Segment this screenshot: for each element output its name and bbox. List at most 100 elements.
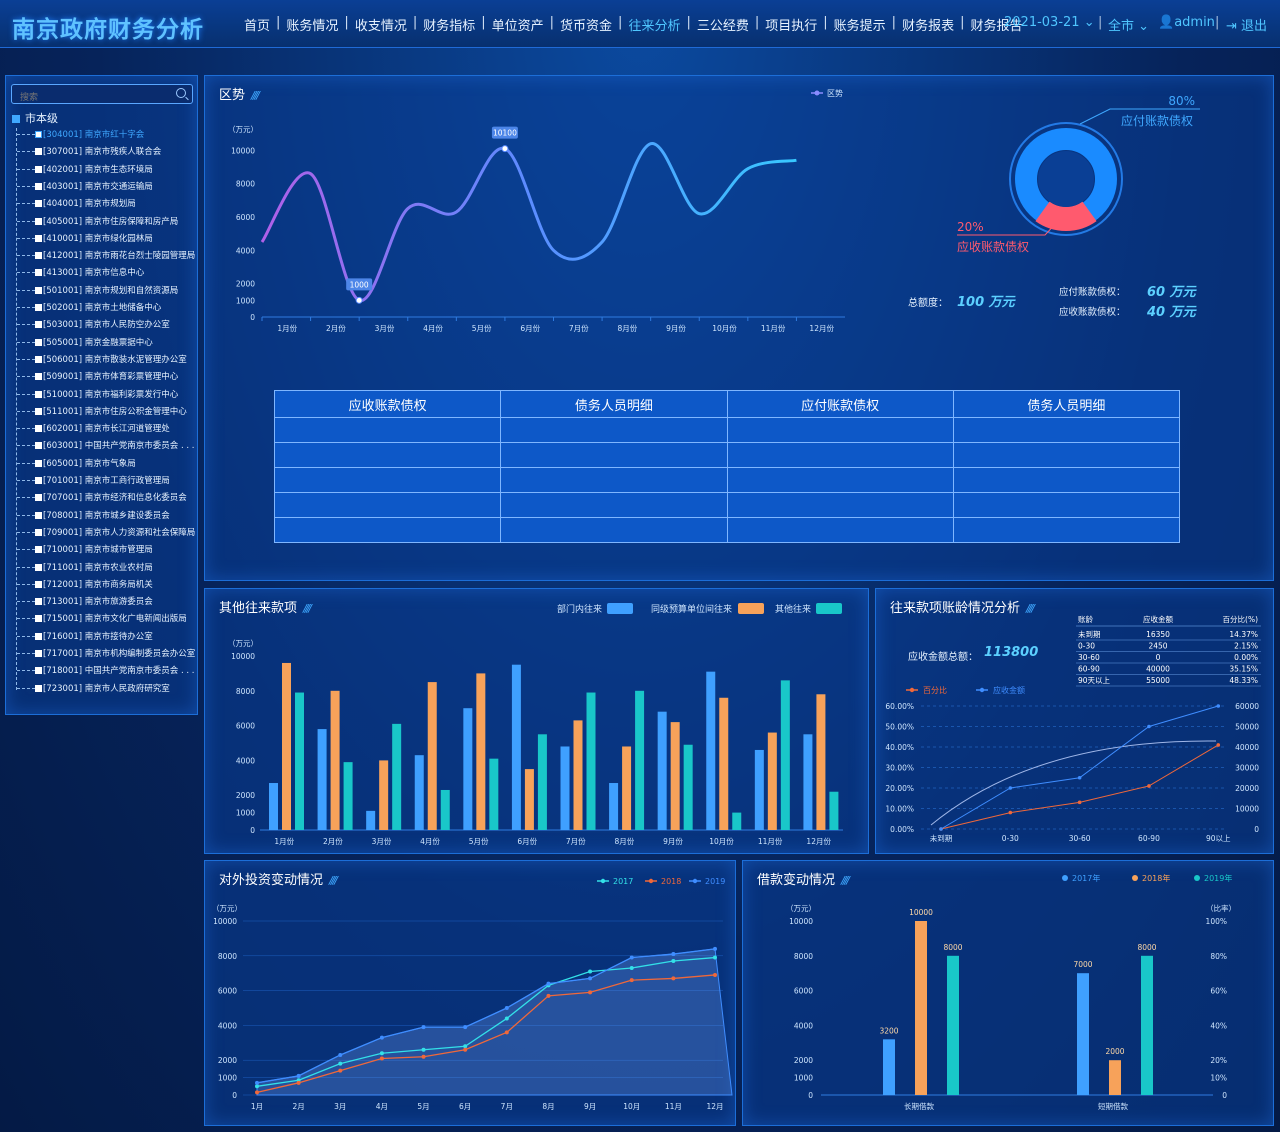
checkbox[interactable]	[35, 684, 42, 692]
checkbox[interactable]	[35, 580, 42, 588]
bar	[609, 783, 619, 830]
tree-item[interactable]: [713001] 南京市旅游委员会	[17, 595, 153, 609]
tree-item-label: [503001] 南京市人民防空办公室	[43, 320, 170, 331]
logout-button[interactable]: ⇥ 退出	[1226, 15, 1267, 34]
tree-item[interactable]: [307001] 南京市残疾人联合会	[17, 145, 161, 159]
table-header-cell: 债务人员明细	[500, 390, 728, 418]
checkbox[interactable]	[35, 355, 42, 363]
tree-item[interactable]: [602001] 南京市长江河道管理处	[17, 422, 170, 436]
tree-item[interactable]: [716001] 南京市接待办公室	[17, 630, 153, 644]
legend-marker	[979, 687, 985, 693]
checkbox[interactable]	[35, 546, 42, 554]
tree-item[interactable]: [402001] 南京市生态环境局	[17, 163, 153, 177]
nav-item[interactable]: 单位资产	[491, 19, 544, 34]
nav-item[interactable]: 首页	[244, 19, 271, 34]
tree-item[interactable]: [405001] 南京市住房保障和房产局	[17, 215, 178, 229]
checkbox[interactable]	[35, 321, 42, 329]
checkbox[interactable]	[35, 615, 42, 623]
tree-item[interactable]: [605001] 南京市气象局	[17, 457, 136, 471]
nav-item[interactable]: 收支情况	[354, 19, 407, 34]
checkbox[interactable]	[35, 148, 42, 156]
data-point	[255, 1080, 259, 1085]
checkbox[interactable]	[35, 563, 42, 571]
checkbox[interactable]	[35, 165, 42, 173]
tree-item[interactable]: [712001] 南京市商务局机关	[17, 578, 153, 592]
tree-item[interactable]: [603001] 中国共产党南京市委员会 . . .	[17, 439, 195, 453]
checkbox[interactable]	[35, 304, 42, 311]
nav-item[interactable]: 财务指标	[423, 19, 476, 34]
tree-item[interactable]: [410001] 南京市绿化园林局	[17, 232, 153, 246]
tree-item[interactable]: [404001] 南京市规划局	[17, 197, 136, 211]
date-selector[interactable]: 2021-03-21 ⌄	[1004, 15, 1095, 30]
tree-item[interactable]: [503001] 南京市人民防空办公室	[17, 318, 170, 332]
checkbox[interactable]	[35, 182, 42, 190]
nav-item[interactable]: 往来分析	[628, 19, 681, 34]
tree-root[interactable]: 市本级	[12, 110, 58, 126]
checkbox[interactable]	[35, 528, 42, 536]
checkbox[interactable]	[35, 252, 42, 260]
tree-item[interactable]: [505001] 南京金融票据中心	[17, 336, 153, 350]
checkbox[interactable]	[35, 632, 42, 640]
checkbox[interactable]	[35, 234, 42, 242]
nav-item[interactable]: 项目执行	[765, 19, 818, 34]
checkbox[interactable]	[35, 459, 42, 467]
x-tick-label: 8月份	[614, 836, 634, 846]
tree-item[interactable]: [707001] 南京市经济和信息化委员会	[17, 491, 187, 505]
checkbox[interactable]	[35, 667, 42, 675]
checkbox[interactable]	[35, 477, 42, 484]
tree-item[interactable]: [711001] 南京市农业农村局	[17, 561, 153, 575]
checkbox[interactable]	[35, 511, 42, 519]
checkbox[interactable]	[35, 442, 42, 450]
checkbox[interactable]	[35, 373, 42, 381]
x-tick-label: 9月份	[666, 323, 686, 333]
tree-item[interactable]: [709001] 南京市人力资源和社会保障局	[17, 526, 195, 540]
checkbox[interactable]	[35, 131, 42, 138]
nav-item[interactable]: 账务情况	[286, 19, 339, 34]
checkbox[interactable]	[35, 407, 42, 415]
tree-item[interactable]: [509001] 南京市体育彩票管理中心	[17, 370, 178, 384]
tree-item[interactable]: [708001] 南京市城乡建设委员会	[17, 509, 170, 523]
checkbox[interactable]	[35, 217, 42, 225]
tree-item[interactable]: [717001] 南京市机构编制委员会办公室	[17, 647, 195, 661]
checkbox[interactable]	[35, 338, 42, 346]
y-tick-label: 1000	[236, 296, 255, 305]
checkbox[interactable]	[35, 286, 42, 294]
bar	[780, 680, 790, 830]
tree-item[interactable]: [710001] 南京市城市管理局	[17, 543, 153, 557]
nav-item[interactable]: 财务报告	[970, 19, 1023, 34]
region-selector[interactable]: 全市 ⌄	[1108, 15, 1149, 34]
nav-item[interactable]: 账务提示	[833, 19, 886, 34]
tree-item[interactable]: [412001] 南京市雨花台烈士陵园管理局	[17, 249, 195, 263]
tree-item[interactable]: [501001] 南京市规划和自然资源局	[17, 284, 178, 298]
tree-item[interactable]: [403001] 南京市交通运输局	[17, 180, 153, 194]
search-icon[interactable]	[176, 88, 186, 98]
tree-item[interactable]: [701001] 南京市工商行政管理局	[17, 474, 170, 488]
nav-item[interactable]: 三公经费	[696, 19, 749, 34]
checkbox[interactable]	[35, 494, 42, 502]
nav-item[interactable]: 财务报表	[902, 19, 955, 34]
tree-item[interactable]: [413001] 南京市信息中心	[17, 266, 144, 280]
tree-item[interactable]: [511001] 南京市住房公积金管理中心	[17, 405, 187, 419]
nav-item[interactable]: 货币资金	[560, 19, 613, 34]
legend-label: 2019年	[1204, 873, 1232, 883]
tree-item[interactable]: [304001] 南京市红十字会	[17, 128, 144, 142]
data-point	[1216, 743, 1221, 747]
collapse-icon[interactable]	[12, 115, 20, 123]
tree-item[interactable]: [510001] 南京市福利彩票发行中心	[17, 388, 178, 402]
checkbox[interactable]	[35, 425, 42, 433]
checkbox[interactable]	[35, 200, 42, 208]
search-input[interactable]	[12, 89, 162, 107]
data-point	[338, 1052, 343, 1057]
tree-item[interactable]: [715001] 南京市文化广电新闻出版局	[17, 612, 187, 626]
user-menu[interactable]: 👤admin	[1158, 15, 1215, 30]
checkbox[interactable]	[35, 598, 42, 606]
checkbox[interactable]	[35, 650, 42, 657]
tree-item[interactable]: [506001] 南京市散装水泥管理办公室	[17, 353, 187, 367]
receivable-payable-donut: 80% 应付账款债权 20% 应收账款债权	[957, 94, 1200, 254]
checkbox[interactable]	[35, 390, 42, 398]
tree-item[interactable]: [502001] 南京市土地储备中心	[17, 301, 161, 315]
tree-item[interactable]: [723001] 南京市人民政府研究室	[17, 682, 170, 696]
tree-item[interactable]: [718001] 中国共产党南京市委员会 . . .	[17, 664, 195, 678]
checkbox[interactable]	[35, 269, 42, 277]
legend-marker	[1132, 875, 1138, 881]
